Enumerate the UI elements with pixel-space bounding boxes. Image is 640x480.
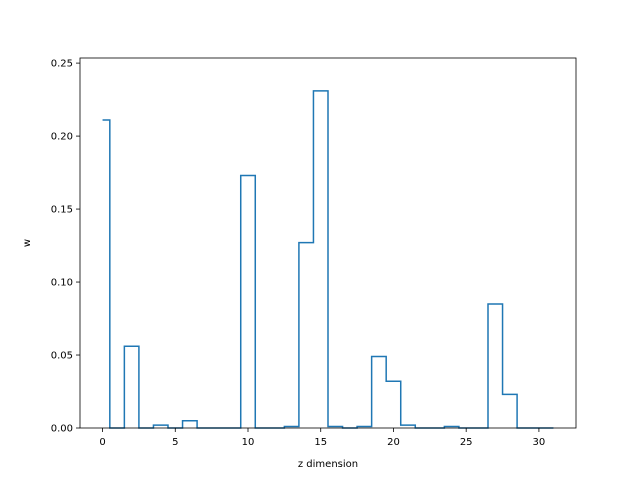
x-tick-label: 10 xyxy=(242,437,255,448)
x-tick-label: 15 xyxy=(314,437,327,448)
axes-frame xyxy=(79,57,577,429)
y-axis: 0.00 0.05 0.10 0.15 0.20 0.25 xyxy=(51,59,80,435)
x-tick-label: 30 xyxy=(533,437,546,448)
y-tick-label: 0.15 xyxy=(51,205,73,216)
y-tick-label: 0.05 xyxy=(51,351,73,362)
x-tick-label: 20 xyxy=(387,437,400,448)
x-tick-label: 25 xyxy=(460,437,473,448)
y-tick-label: 0.10 xyxy=(51,278,73,289)
x-axis-label: z dimension xyxy=(298,459,358,470)
y-tick-label: 0.25 xyxy=(51,59,73,70)
x-axis: 0 5 10 15 20 25 30 xyxy=(99,428,545,448)
x-tick-label: 5 xyxy=(172,437,178,448)
x-tick-label: 0 xyxy=(99,437,105,448)
y-axis-label: w xyxy=(22,239,33,247)
y-tick-label: 0.20 xyxy=(51,132,73,143)
y-tick-label: 0.00 xyxy=(51,424,73,435)
